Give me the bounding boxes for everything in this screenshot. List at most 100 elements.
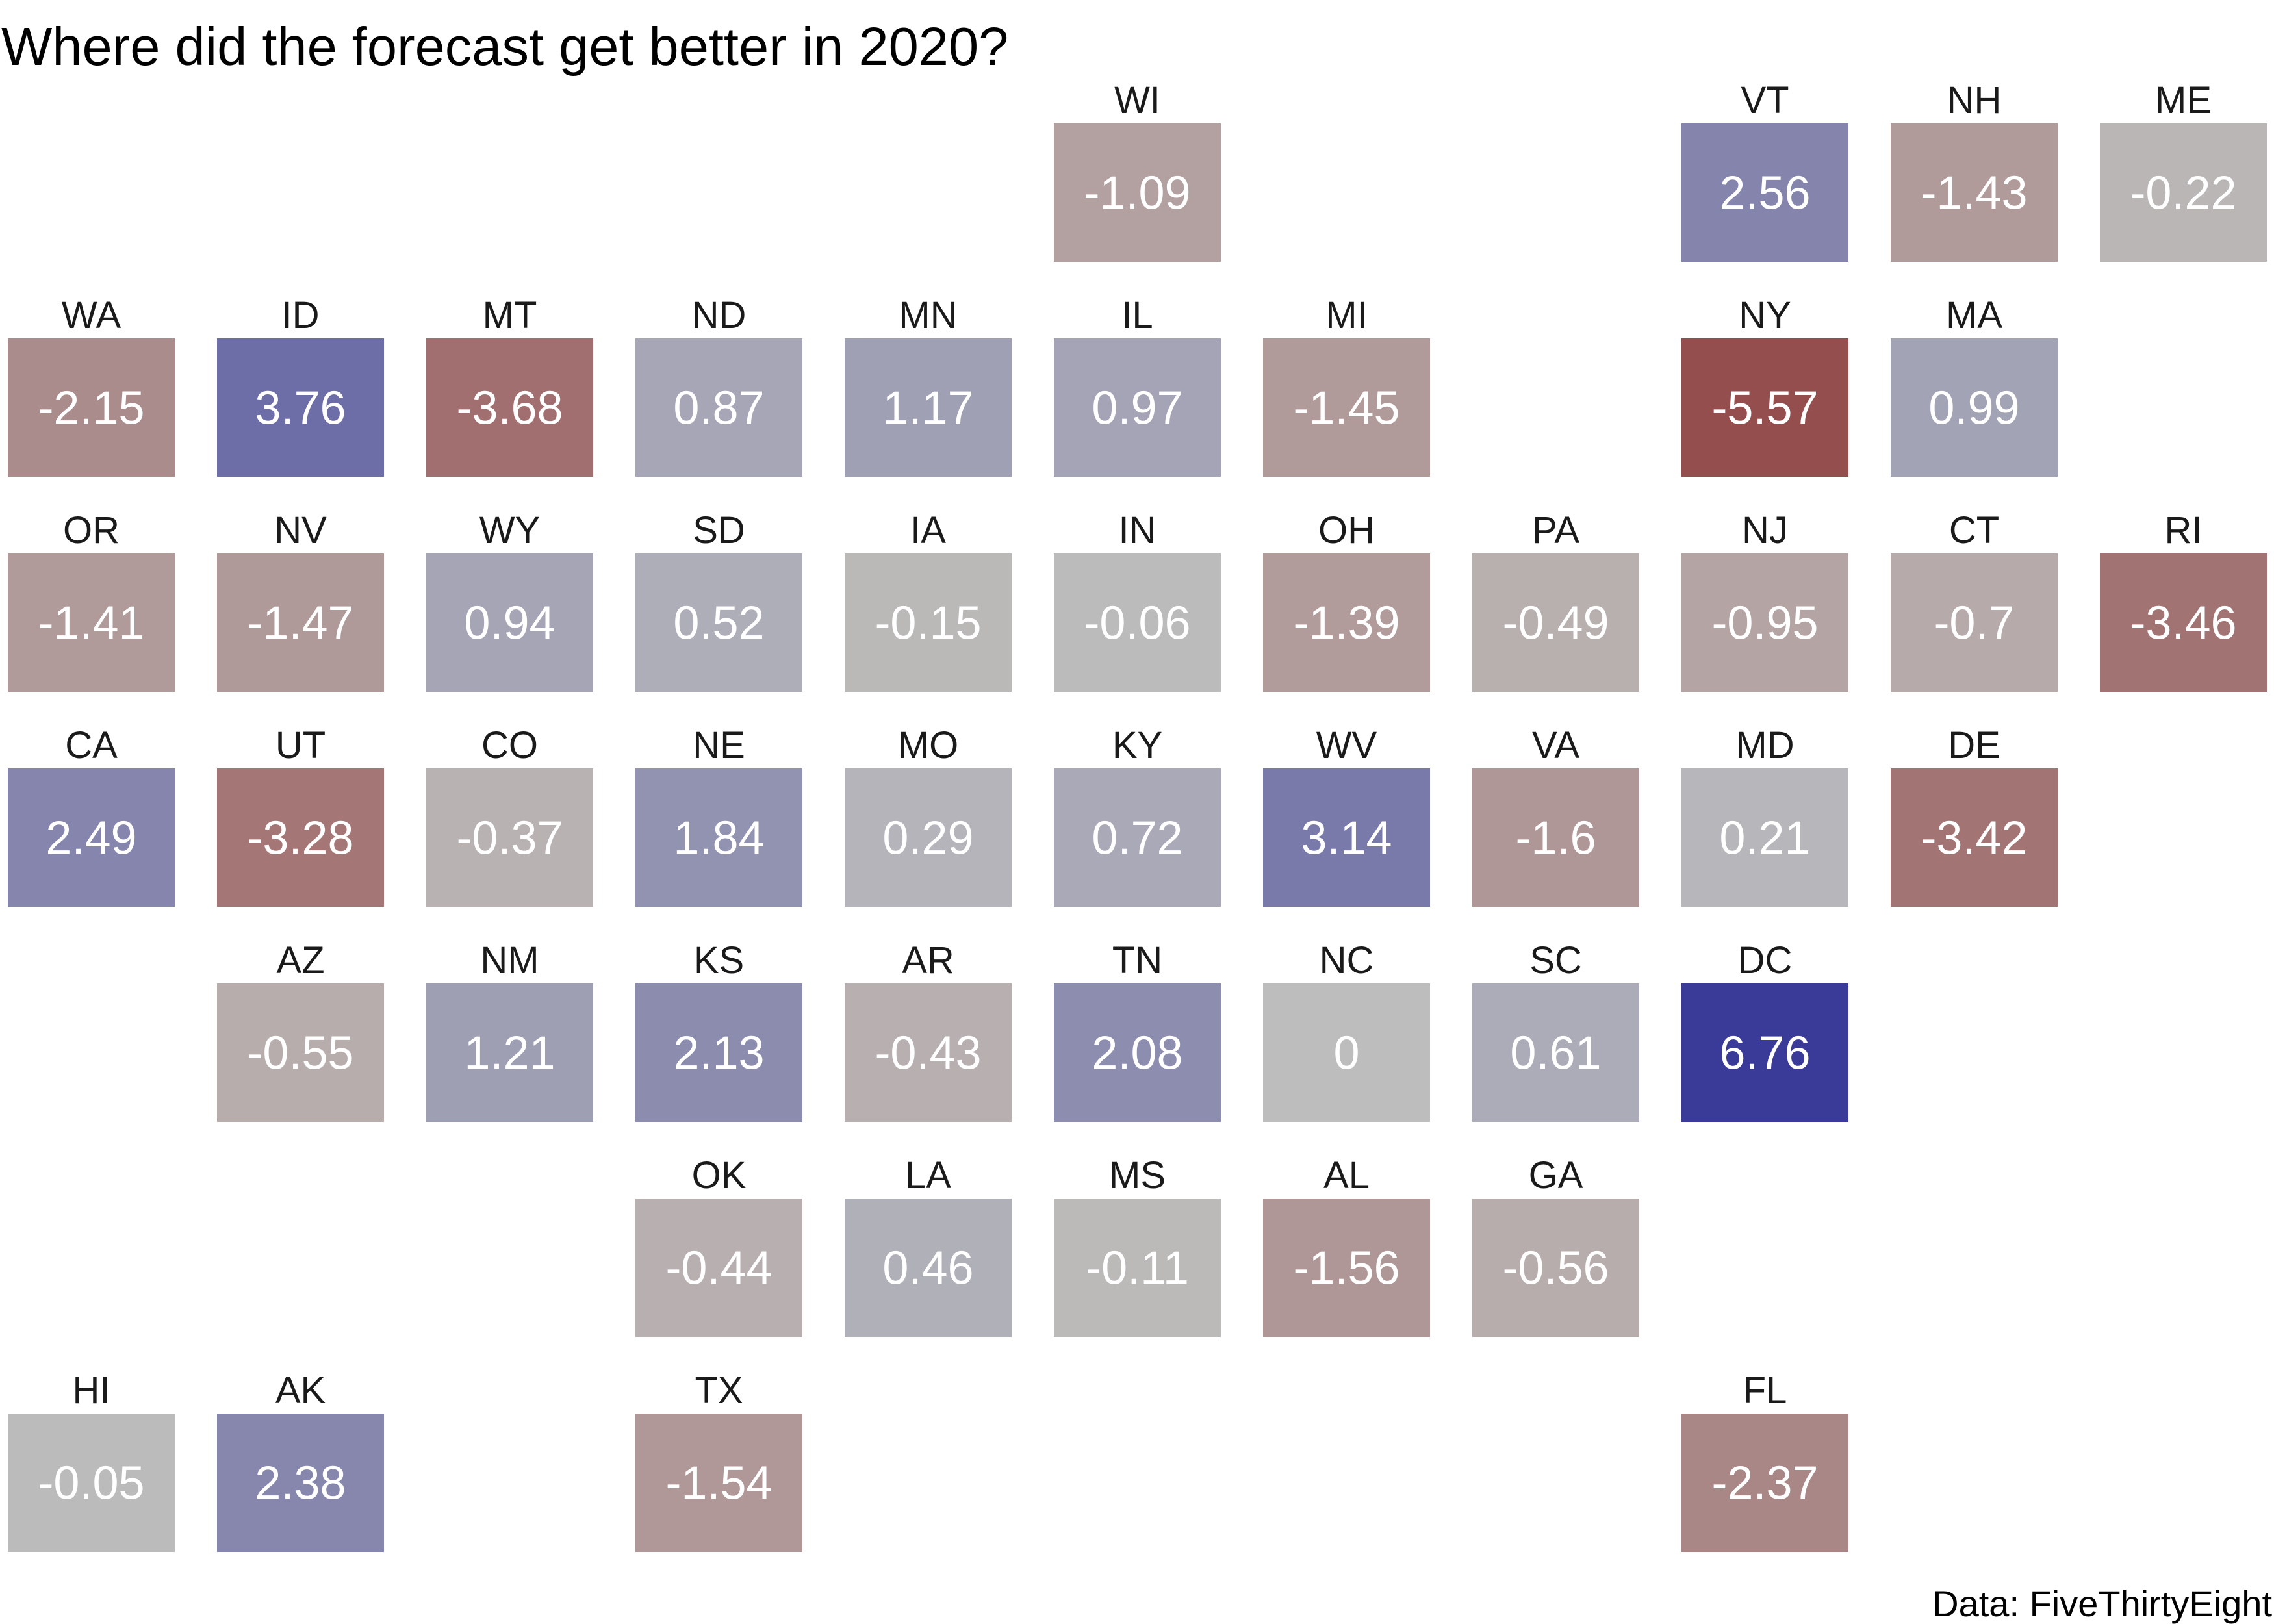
- state-label-or: OR: [63, 509, 120, 552]
- state-label-nd: ND: [692, 294, 747, 336]
- state-label-nj: NJ: [1742, 509, 1788, 552]
- state-label-tn: TN: [1112, 939, 1162, 982]
- state-label-il: IL: [1121, 294, 1153, 336]
- state-label-ny: NY: [1739, 294, 1791, 336]
- tile-value-nh: -1.43: [1921, 168, 2027, 220]
- tile-value-dc: 6.76: [1719, 1028, 1810, 1080]
- state-tile-in: IN -0.06: [1054, 509, 1221, 692]
- tile-rect-pa: [1472, 553, 1639, 692]
- tile-rect-wy: [426, 553, 593, 692]
- tile-rect-mn: [845, 338, 1012, 477]
- state-label-hi: HI: [73, 1369, 110, 1412]
- tile-rect-sd: [635, 553, 802, 692]
- tile-value-sc: 0.61: [1510, 1028, 1601, 1080]
- tile-grid: WI -1.09 VT 2.56 NH -1.43 ME -0.22 WA -2.15 ID 3.76…: [8, 79, 2267, 1552]
- tile-value-nm: 1.21: [464, 1028, 555, 1080]
- state-tile-ma: MA 0.99: [1891, 294, 2058, 477]
- tile-rect-la: [845, 1199, 1012, 1337]
- tile-rect-tx: [635, 1414, 802, 1552]
- tile-rect-al: [1263, 1199, 1430, 1337]
- tile-value-or: -1.41: [38, 598, 144, 650]
- state-tile-de: DE -3.42: [1891, 724, 2058, 907]
- tile-value-az: -0.55: [247, 1028, 353, 1080]
- state-tile-sc: SC 0.61: [1472, 939, 1639, 1122]
- state-tile-wi: WI -1.09: [1054, 79, 1221, 262]
- tile-value-pa: -0.49: [1502, 598, 1609, 650]
- state-tile-wv: WV 3.14: [1263, 724, 1430, 907]
- state-label-pa: PA: [1532, 509, 1579, 552]
- state-tile-sd: SD 0.52: [635, 509, 802, 692]
- tile-value-va: -1.6: [1515, 813, 1596, 865]
- state-label-ok: OK: [692, 1154, 747, 1197]
- state-tile-ne: NE 1.84: [635, 724, 802, 907]
- state-tile-dc: DC 6.76: [1681, 939, 1848, 1122]
- tile-rect-dc: [1681, 983, 1848, 1122]
- state-label-nh: NH: [1947, 79, 2002, 121]
- tile-value-mi: -1.45: [1293, 383, 1399, 435]
- state-label-de: DE: [1948, 724, 2000, 767]
- state-tile-ms: MS -0.11: [1054, 1154, 1221, 1337]
- tile-value-ks: 2.13: [673, 1028, 764, 1080]
- tile-value-md: 0.21: [1719, 813, 1810, 865]
- state-label-az: AZ: [276, 939, 324, 982]
- tile-rect-mo: [845, 768, 1012, 907]
- state-label-ct: CT: [1949, 509, 1999, 552]
- state-label-la: LA: [905, 1154, 951, 1197]
- tile-rect-va: [1472, 768, 1639, 907]
- state-tile-or: OR -1.41: [8, 509, 175, 692]
- state-tile-ak: AK 2.38: [217, 1369, 384, 1552]
- tile-rect-wi: [1054, 123, 1221, 262]
- tile-value-ny: -5.57: [1711, 383, 1818, 435]
- tile-rect-me: [2100, 123, 2267, 262]
- state-label-fl: FL: [1743, 1369, 1787, 1412]
- chart-title: Where did the forecast get better in 202…: [1, 16, 1008, 77]
- tile-value-wv: 3.14: [1301, 813, 1392, 865]
- state-tile-id: ID 3.76: [217, 294, 384, 477]
- tile-rect-hi: [8, 1414, 175, 1552]
- tile-rect-ut: [217, 768, 384, 907]
- state-label-va: VA: [1532, 724, 1579, 767]
- tile-value-in: -0.06: [1084, 598, 1190, 650]
- tile-value-il: 0.97: [1092, 383, 1182, 435]
- tile-rect-sc: [1472, 983, 1639, 1122]
- tile-rect-ca: [8, 768, 175, 907]
- state-tile-wa: WA -2.15: [8, 294, 175, 477]
- tile-rect-id: [217, 338, 384, 477]
- state-tile-ct: CT -0.7: [1891, 509, 2058, 692]
- tile-rect-ak: [217, 1414, 384, 1552]
- tile-value-nv: -1.47: [247, 598, 353, 650]
- tile-rect-oh: [1263, 553, 1430, 692]
- tile-value-mo: 0.29: [882, 813, 973, 865]
- state-tile-me: ME -0.22: [2100, 79, 2267, 262]
- state-label-ky: KY: [1112, 724, 1162, 767]
- tile-value-al: -1.56: [1293, 1243, 1399, 1295]
- tile-value-vt: 2.56: [1719, 168, 1810, 220]
- tile-rect-in: [1054, 553, 1221, 692]
- tile-value-wy: 0.94: [464, 598, 555, 650]
- tile-value-mn: 1.17: [882, 383, 973, 435]
- tile-value-ne: 1.84: [673, 813, 764, 865]
- state-tile-ca: CA 2.49: [8, 724, 175, 907]
- tile-rect-mt: [426, 338, 593, 477]
- state-tile-va: VA -1.6: [1472, 724, 1639, 907]
- state-label-nm: NM: [480, 939, 539, 982]
- state-tile-nm: NM 1.21: [426, 939, 593, 1122]
- state-label-al: AL: [1323, 1154, 1370, 1197]
- tile-rect-ok: [635, 1199, 802, 1337]
- state-label-wv: WV: [1316, 724, 1377, 767]
- tile-value-ri: -3.46: [2130, 598, 2236, 650]
- tile-value-oh: -1.39: [1293, 598, 1399, 650]
- tile-rect-ne: [635, 768, 802, 907]
- state-label-wy: WY: [479, 509, 540, 552]
- tile-value-tn: 2.08: [1092, 1028, 1182, 1080]
- state-tile-az: AZ -0.55: [217, 939, 384, 1122]
- tile-value-ok: -0.44: [665, 1243, 772, 1295]
- tile-rect-ri: [2100, 553, 2267, 692]
- state-label-wi: WI: [1114, 79, 1160, 121]
- tile-value-ut: -3.28: [247, 813, 353, 865]
- state-label-oh: OH: [1318, 509, 1375, 552]
- state-label-mo: MO: [898, 724, 958, 767]
- tile-rect-co: [426, 768, 593, 907]
- state-label-dc: DC: [1738, 939, 1793, 982]
